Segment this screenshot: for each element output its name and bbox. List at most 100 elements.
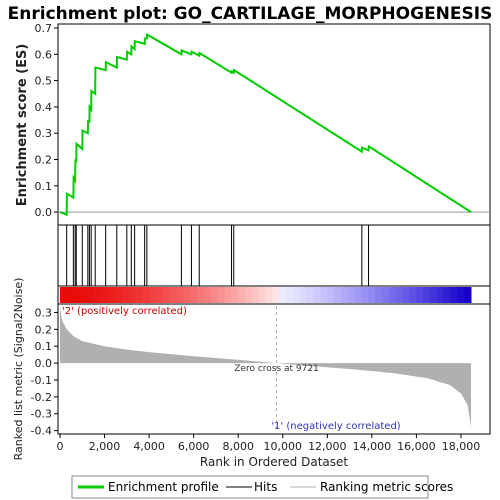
metric-y-tick-label: -0.3 [31, 408, 52, 421]
es-y-tick-label: 0.4 [35, 101, 53, 114]
es-panel-frame [57, 23, 491, 226]
colorbar-segment [162, 287, 171, 303]
colorbar-segment [347, 287, 356, 303]
colorbar-segment [416, 287, 424, 303]
metric-panel-frame [57, 303, 491, 435]
colorbar-segment [299, 287, 308, 303]
zero-cross-label: Zero cross at 9721 [234, 364, 319, 374]
chart-title: Enrichment plot: GO_CARTILAGE_MORPHOGENE… [8, 4, 493, 24]
colorbar-segment [265, 287, 273, 303]
colorbar-segment [443, 287, 451, 303]
hit-markers [66, 225, 370, 286]
legend-enrichment-label: Enrichment profile [108, 480, 219, 494]
enrichment-profile-line [59, 32, 472, 217]
colorbar-segment [388, 287, 397, 303]
colorbar-segment [203, 287, 212, 303]
metric-y-tick-label: -0.4 [31, 425, 52, 438]
colorbar-segment [121, 287, 129, 303]
es-y-tick-label: 0.3 [35, 127, 53, 140]
es-y-tick-label: 0.5 [35, 75, 53, 88]
es-y-tick-label: 0.1 [35, 180, 53, 193]
colorbar-segment [320, 287, 328, 303]
colorbar-segment [251, 287, 260, 303]
colorbar-segment [155, 287, 164, 303]
colorbar-segment [169, 287, 177, 303]
colorbar-segment [87, 287, 95, 303]
colorbar-segment [313, 287, 321, 303]
colorbar-segment [176, 287, 184, 303]
legend-hits-label: Hits [254, 480, 277, 494]
negative-annotation: '1' (negatively correlated) [271, 421, 400, 432]
colorbar-segment [210, 287, 219, 303]
metric-y-tick-label: -0.2 [31, 391, 52, 404]
colorbar-segment [450, 287, 458, 303]
x-tick-label: 14,000 [353, 440, 392, 453]
es-y-tick-label: 0.2 [35, 154, 53, 167]
metric-y-axis-label: Ranked list metric (Signal2Noise) [12, 278, 25, 461]
colorbar-segment [66, 287, 75, 303]
colorbar-segment [149, 287, 157, 303]
x-tick-label: 16,000 [397, 440, 436, 453]
x-axis: 0 2,000 4,000 6,000 8,000 10,000 12,000 14,000 1… [57, 434, 481, 453]
es-y-tick-label: 0.7 [35, 22, 53, 35]
metric-y-tick-label: 0.0 [35, 357, 53, 370]
x-tick-label: 12,000 [308, 440, 347, 453]
x-tick-label: 8,000 [222, 440, 254, 453]
colorbar-segment [128, 287, 136, 303]
colorbar-segment [258, 287, 266, 303]
es-y-tick-label: 0.6 [35, 48, 53, 61]
colorbar-segment [190, 287, 198, 303]
colorbar-segment [73, 287, 82, 303]
x-tick-label: 6,000 [178, 440, 210, 453]
colorbar-segment [395, 287, 403, 303]
x-tick-label: 2,000 [89, 440, 121, 453]
colorbar-segment [197, 287, 205, 303]
es-y-axis-label: Enrichment score (ES) [15, 44, 30, 207]
colorbar-segment [292, 287, 301, 303]
colorbar-segment [142, 287, 150, 303]
colorbar-segment [94, 287, 102, 303]
colorbar-segment [279, 287, 287, 303]
es-y-axis: 0.0 0.1 0.2 0.3 0.4 0.5 0.6 0.7 [35, 22, 58, 219]
colorbar-segment [60, 287, 68, 303]
colorbar-segment [238, 287, 246, 303]
colorbar-segment [402, 287, 410, 303]
colorbar-segment [423, 287, 431, 303]
colorbar-segment [429, 287, 438, 303]
colorbar-segment [464, 287, 472, 303]
colorbar-segment [272, 287, 280, 303]
colorbar-segment [436, 287, 445, 303]
colorbar-segment [224, 287, 232, 303]
colorbar-segment [114, 287, 123, 303]
colorbar-segment [354, 287, 362, 303]
colorbar-segment [306, 287, 314, 303]
es-y-tick-label: 0.0 [35, 206, 53, 219]
positive-annotation: '2' (positively correlated) [62, 306, 187, 317]
colorbar-segment [368, 287, 376, 303]
colorbar-segment [327, 287, 335, 303]
metric-y-tick-label: 0.3 [35, 306, 53, 319]
colorbar-segment [375, 287, 383, 303]
colorbar-segment [107, 287, 116, 303]
colorbar-segment [334, 287, 342, 303]
metric-y-tick-label: -0.1 [31, 374, 52, 387]
colorbar-segment [101, 287, 109, 303]
colorbar-segment [457, 287, 465, 303]
metric-y-tick-label: 0.2 [35, 323, 53, 336]
colorbar-segment [340, 287, 349, 303]
x-tick-label: 0 [57, 440, 64, 453]
colorbar-segment [244, 287, 253, 303]
colorbar-segment [135, 287, 143, 303]
legend-metric-label: Ranking metric scores [320, 480, 453, 494]
colorbar-segment [286, 287, 294, 303]
colorbar-segment [381, 287, 390, 303]
colorbar-segment [361, 287, 369, 303]
colorbar-segment [217, 287, 225, 303]
hits-panel-frame [57, 224, 491, 287]
x-tick-label: 4,000 [133, 440, 165, 453]
metric-y-tick-label: 0.1 [35, 340, 53, 353]
x-tick-label: 18,000 [442, 440, 481, 453]
rank-colorbar [60, 287, 472, 303]
colorbar-segment [409, 287, 417, 303]
